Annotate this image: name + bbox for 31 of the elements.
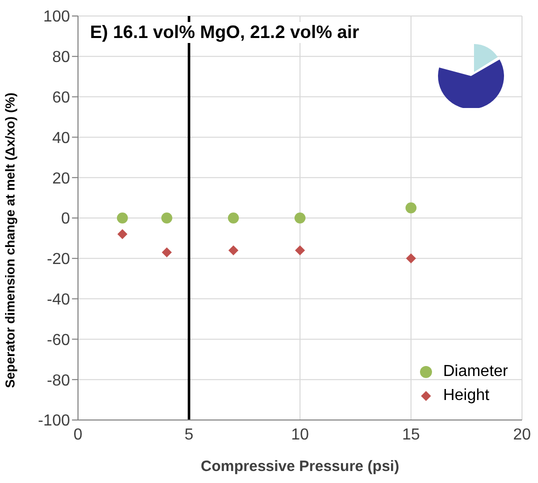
x-tick-label: 0 [74,426,83,444]
y-tick-label: -80 [46,372,70,390]
y-tick-label: 60 [52,89,70,106]
y-axis-title: Seperator dimension change at melt (Δx/xo) (%) [2,92,18,388]
y-tick-label: 20 [52,170,70,188]
y-tick-label: 80 [52,49,70,66]
legend-label: Height [443,387,490,405]
legend-label: Diameter [443,363,508,381]
point [406,202,416,214]
y-tick-label: -20 [46,251,70,268]
point [162,247,172,258]
point [116,212,128,224]
point [406,253,416,264]
y-tick-label: 40 [52,130,70,147]
y-tick-label: 0 [61,210,70,228]
point [228,245,238,256]
point [294,212,306,224]
y-tick-label: -100 [38,412,70,430]
x-tick-label: 15 [402,426,420,444]
y-tick-label: -40 [46,291,70,308]
y-tick-label: 100 [43,8,70,26]
x-tick-label: 5 [184,426,194,444]
point [117,229,128,240]
point [161,212,172,224]
point [295,245,305,256]
point [228,212,239,224]
chart-title: E) 16.1 vol% MgO, 21.2 vol% air [90,22,360,43]
x-tick-label: 20 [513,426,531,444]
x-axis-title: Compressive Pressure (psi) [200,458,400,475]
x-tick-label: 10 [291,426,309,444]
y-tick-label: -60 [46,332,70,349]
